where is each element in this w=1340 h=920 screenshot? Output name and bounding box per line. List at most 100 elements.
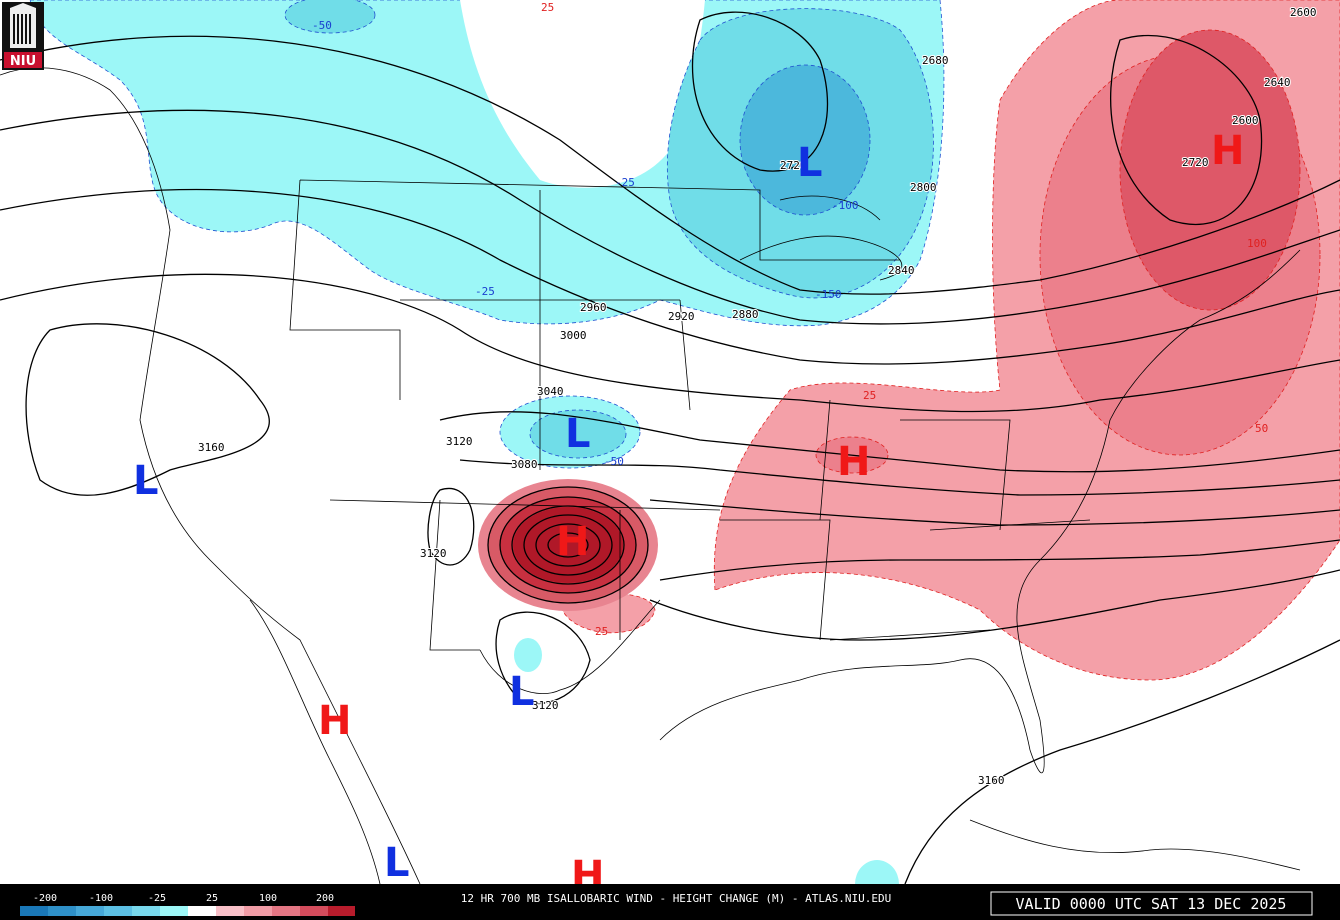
logo-band (4, 52, 42, 68)
height-contours-part (523, 514, 613, 576)
height-fall-shading (29, 0, 945, 908)
change-label: 25 (595, 625, 608, 638)
low-center: L (509, 669, 535, 715)
height-contours-part (511, 505, 625, 585)
contour-label: 3120 (446, 435, 473, 448)
contour-label: 2640 (1264, 76, 1291, 89)
contour-label: 3120 (420, 547, 447, 560)
geography-part (249, 599, 381, 885)
height-contours-part (459, 459, 1340, 496)
change-label: 25 (541, 1, 554, 14)
height-contours-part (904, 639, 1340, 885)
height-fall-shading-part (284, 0, 376, 34)
geography-part (739, 195, 903, 281)
height-contours-part (499, 496, 637, 594)
contour-label: 3080 (511, 458, 538, 471)
legend-label: 25 (206, 893, 218, 904)
height-contours (0, 11, 1340, 885)
contour-label: 2840 (888, 264, 915, 277)
height-fall-shading-part (529, 409, 627, 459)
niu-logo: NIU (2, 2, 44, 70)
high-center: H (837, 439, 870, 485)
height-contours-part (659, 539, 1340, 581)
change-label: -50 (604, 455, 624, 468)
low-center: L (133, 458, 159, 504)
change-label: -50 (312, 19, 332, 32)
height-contours-part (0, 188, 1340, 365)
valid-time: VALID 0000 UTC SAT 13 DEC 2025 (1016, 895, 1287, 913)
legend: -200 -100 -25 25 100 200 (20, 893, 355, 916)
height-fall-shading-part (739, 64, 871, 216)
height-fall-shading-part (514, 638, 542, 672)
contour-label: 3000 (560, 329, 587, 342)
height-rise-shading (478, 0, 1340, 681)
change-labels: -50 -25 -100 -150 -25 -50 25 25 50 100 2… (312, 1, 1268, 638)
change-label: -25 (475, 285, 495, 298)
legend-swatch (20, 906, 48, 916)
height-contours-part (1110, 34, 1263, 226)
legend-swatch (48, 906, 76, 916)
geography-part (289, 179, 1045, 774)
change-label: 100 (1247, 237, 1267, 250)
legend-swatch (160, 906, 188, 916)
geography-part (969, 819, 1301, 871)
height-contours-part (0, 109, 1340, 325)
height-contours-part (439, 411, 1340, 473)
legend-swatch (104, 906, 132, 916)
height-contours-part (0, 35, 1340, 295)
height-rise-shading-part (513, 507, 623, 583)
height-rise-shading-part (1119, 29, 1301, 311)
legend-swatch (328, 906, 355, 916)
logo-text: NIU (10, 54, 36, 69)
change-label: -150 (815, 288, 842, 301)
low-center: L (384, 840, 410, 886)
height-contours-part (0, 273, 1340, 413)
change-label: -25 (615, 176, 635, 189)
legend-swatch (244, 906, 272, 916)
legend-swatch (300, 906, 328, 916)
legend-swatch (216, 906, 244, 916)
legend-swatch (272, 906, 300, 916)
height-contours-part (495, 611, 591, 705)
contour-label: 2680 (922, 54, 949, 67)
change-label: -100 (832, 199, 859, 212)
height-contours-part (547, 532, 589, 558)
legend-label: 200 (316, 893, 334, 904)
height-contours-part (487, 486, 649, 604)
legend-label: -200 (33, 893, 57, 904)
height-fall-shading-part (460, 0, 705, 188)
legend-swatch (188, 906, 216, 916)
legend-label: -25 (148, 893, 166, 904)
valid-box (990, 891, 1313, 916)
contour-label: 3120 (532, 699, 559, 712)
change-label: 25 (863, 389, 876, 402)
contour-label: 3160 (198, 441, 225, 454)
legend-swatch (132, 906, 160, 916)
low-center: L (797, 140, 823, 186)
legend-swatch (76, 906, 104, 916)
contour-label: 2920 (668, 310, 695, 323)
height-contours-part (649, 569, 1340, 641)
legend-label: 100 (259, 893, 277, 904)
geography-part (1016, 249, 1301, 721)
footer-title: 12 HR 700 MB ISALLOBARIC WIND - HEIGHT C… (461, 892, 891, 905)
high-center: H (1211, 128, 1244, 174)
height-contours-part (691, 11, 828, 172)
geography-part (819, 399, 1091, 641)
contour-labels: 2720 2800 2840 2880 2920 2960 3000 3040 … (197, 5, 1318, 788)
contour-label: 3040 (537, 385, 564, 398)
contour-label: 2600 (1290, 6, 1317, 19)
contour-label: 2720 (780, 159, 807, 172)
contour-label: 3160 (978, 774, 1005, 787)
high-center: H (318, 698, 351, 744)
height-contours-part (535, 523, 601, 567)
logo-windows (13, 14, 31, 44)
contour-label: 2600 (1232, 114, 1259, 127)
height-contours-part (649, 499, 1340, 526)
low-center: L (565, 411, 591, 457)
change-label: 50 (1255, 422, 1268, 435)
contour-label: 2960 (580, 301, 607, 314)
legend-label: -100 (89, 893, 113, 904)
height-contours-part (25, 323, 270, 496)
